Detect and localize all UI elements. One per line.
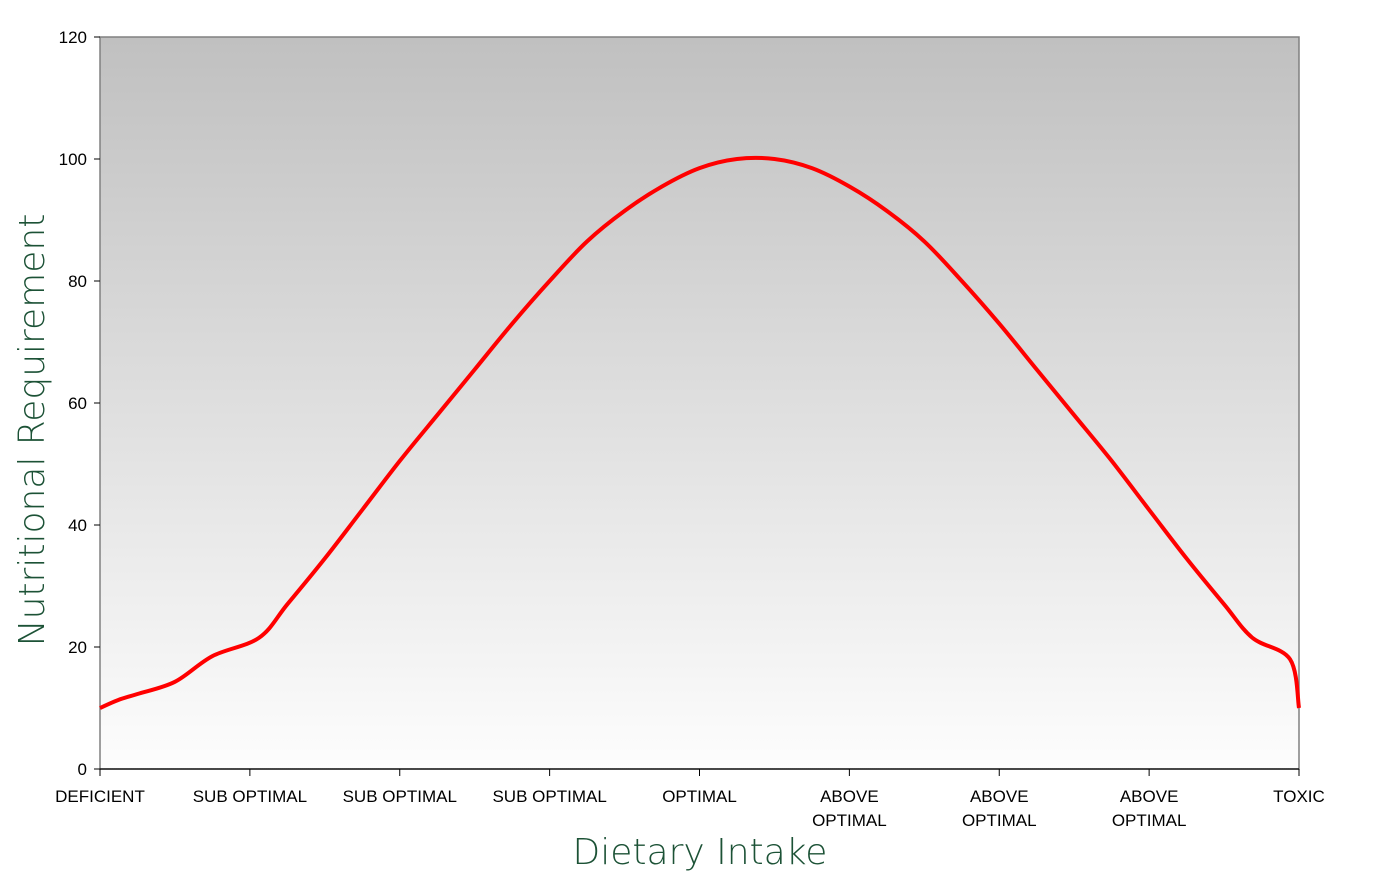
x-tick-label: TOXIC — [1273, 787, 1325, 806]
y-tick-label: 60 — [68, 394, 87, 413]
y-tick-label: 0 — [78, 760, 87, 779]
x-tick-label: ABOVE — [820, 787, 879, 806]
x-tick-label: OPTIMAL — [662, 787, 737, 806]
y-tick-label: 20 — [68, 638, 87, 657]
x-tick-label: OPTIMAL — [1112, 811, 1187, 830]
x-tick-label: OPTIMAL — [812, 811, 887, 830]
y-tick-label: 80 — [68, 272, 87, 291]
y-axis-title: Nutritional Requirement — [12, 214, 53, 647]
y-tick-label: 40 — [68, 516, 87, 535]
x-axis-title: Dietary Intake — [573, 832, 828, 873]
x-tick-label: ABOVE — [970, 787, 1029, 806]
y-tick-label: 100 — [59, 150, 87, 169]
x-axis-ticks: DEFICIENT SUB OPTIMAL SUB OPTIMAL SUB OPTIM… — [55, 768, 1325, 830]
y-axis-ticks: 0 20 40 60 80 100 120 — [59, 28, 100, 779]
x-tick-label: DEFICIENT — [55, 787, 145, 806]
x-tick-label: SUB OPTIMAL — [193, 787, 307, 806]
plot-area — [99, 36, 1300, 770]
y-tick-label: 120 — [59, 28, 87, 47]
x-tick-label: SUB OPTIMAL — [343, 787, 457, 806]
nutritional-requirement-curve — [99, 155, 1301, 710]
x-tick-label: ABOVE — [1120, 787, 1179, 806]
x-tick-label: OPTIMAL — [962, 811, 1037, 830]
x-tick-label: SUB OPTIMAL — [492, 787, 606, 806]
